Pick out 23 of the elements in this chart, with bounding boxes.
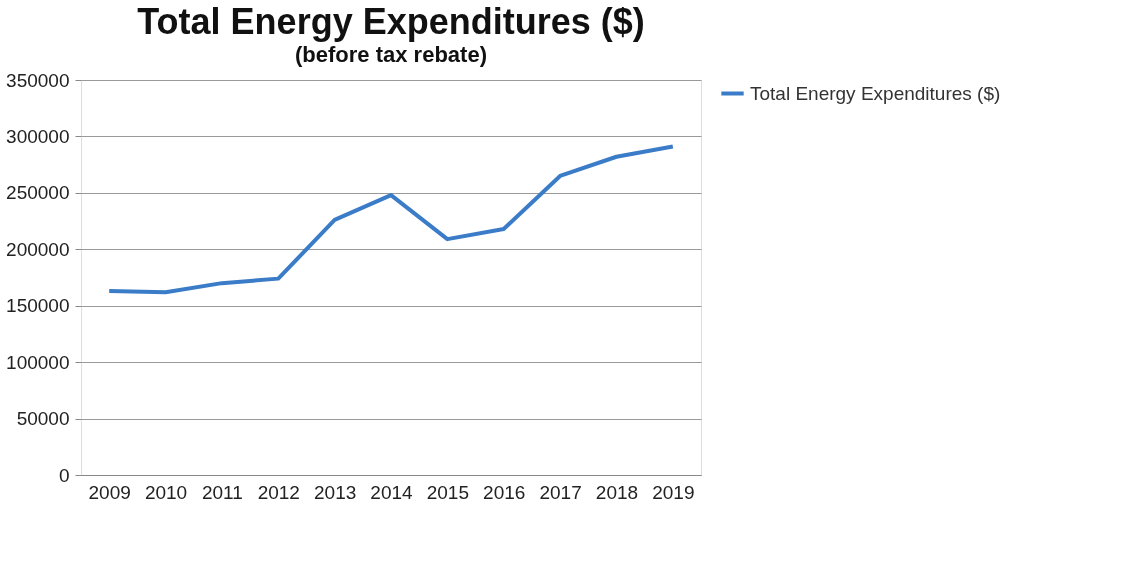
y-tick-label: 300000 (6, 125, 70, 147)
x-tick-label: 2010 (144, 481, 188, 503)
chart-title: Total Energy Expenditures ($) (137, 1, 645, 42)
y-tick-label: 350000 (6, 69, 70, 91)
y-tick-label: 250000 (6, 182, 70, 204)
x-tick-label: 2013 (314, 481, 357, 503)
y-tick-label: 50000 (16, 408, 70, 430)
chart-subtitle: (before tax rebate) (295, 42, 487, 67)
x-tick-label: 2011 (201, 481, 243, 503)
x-tick-label: 2014 (370, 481, 414, 503)
x-tick-label: 2009 (88, 481, 131, 503)
line-series (107, 144, 675, 295)
legend-label: Total Energy Expenditures ($) (750, 82, 1001, 104)
y-tick-label: 200000 (6, 238, 70, 260)
x-tick-label: 2016 (483, 481, 526, 503)
x-tick-label: 2017 (539, 481, 582, 503)
y-tick-label: 0 (58, 464, 70, 486)
y-tick-label: 150000 (6, 295, 70, 317)
y-tick-label: 100000 (6, 351, 70, 373)
x-tick-label: 2012 (257, 481, 300, 503)
x-tick-label: 2015 (426, 481, 469, 503)
x-tick-label: 2018 (595, 481, 639, 503)
x-tick-label: 2019 (652, 481, 695, 503)
